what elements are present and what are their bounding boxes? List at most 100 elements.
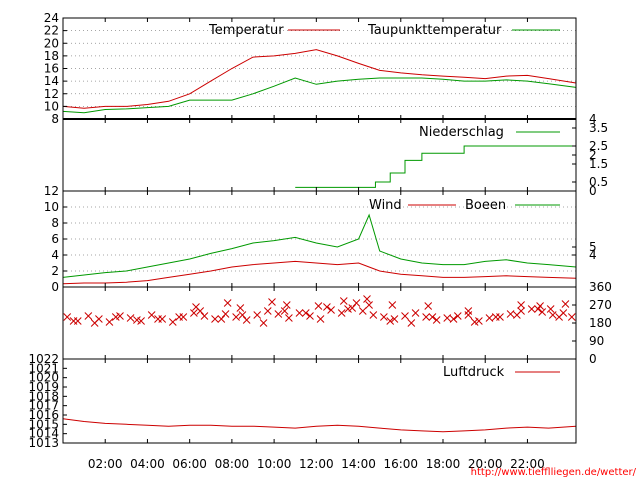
x-tick-label: 22:00 — [510, 457, 545, 471]
wind-direction-point — [449, 315, 458, 323]
wind-direction-point — [513, 311, 521, 319]
wind-direction-point — [274, 310, 283, 318]
series-line-niederschlag — [295, 145, 576, 188]
wind-direction-point — [111, 313, 120, 321]
wind-direction-point — [470, 318, 479, 326]
wind-direction-point — [561, 300, 570, 308]
wind-direction-point — [453, 312, 462, 320]
wind-direction-point — [316, 315, 325, 323]
wind-direction-point — [154, 315, 162, 323]
y-tick-label: 10 — [44, 99, 59, 113]
legend-wind: Wind Boeen — [369, 198, 560, 213]
wind-direction-point — [314, 302, 323, 310]
y-tick-label: 12 — [44, 184, 59, 198]
wind-direction-point — [268, 298, 276, 306]
wind-direction-point — [211, 315, 219, 323]
y-tick-label: 1015 — [28, 417, 59, 431]
wind-direction-point — [223, 299, 232, 307]
y-tick-label-right: 90 — [589, 334, 604, 348]
legend-niederschlag-label: Niederschlag — [419, 125, 504, 140]
wind-direction-point — [365, 301, 373, 309]
wind-direction-point — [443, 314, 452, 322]
y-tick-label-right: 0.5 — [589, 175, 608, 189]
wind-direction-point — [301, 309, 310, 317]
wind-direction-point — [306, 312, 314, 320]
y-tick-label-right: 4 — [589, 248, 597, 262]
y-tick-label-right: 0 — [589, 352, 597, 366]
wind-direction-point — [555, 313, 563, 321]
y-tick-label: 24 — [44, 11, 59, 25]
legend-wind-label: Wind — [369, 198, 402, 213]
y-tick-label-right: 2 — [589, 148, 597, 162]
x-tick-label: 06:00 — [172, 457, 207, 471]
wind-direction-point — [352, 299, 361, 307]
wind-direction-point — [428, 313, 437, 321]
y-tick-label-right: 270 — [589, 298, 612, 312]
x-tick-label: 08:00 — [215, 457, 250, 471]
x-tick-label: 02:00 — [88, 457, 123, 471]
wind-direction-point — [567, 313, 576, 321]
legend-temperature: Temperatur Taupunkttemperatur — [208, 23, 560, 38]
x-tick-label: 14:00 — [341, 457, 376, 471]
legend-luftdruck-label: Luftdruck — [443, 365, 505, 380]
y-tick-label-right: 5 — [589, 240, 597, 254]
y-tick-label: 16 — [44, 62, 59, 76]
wind-direction-point — [485, 314, 494, 322]
wind-direction-point — [200, 312, 209, 320]
wind-direction-point — [69, 317, 78, 325]
y-tick-label: 1014 — [28, 427, 59, 441]
y-tick-label-right: 180 — [589, 316, 612, 330]
y-tick-label-right: 360 — [589, 280, 612, 294]
wind-direction-point — [192, 303, 200, 311]
y-tick-label-right: 3.5 — [589, 121, 608, 135]
wind-direction-point — [424, 302, 433, 310]
y-tick-label: 1019 — [28, 380, 59, 394]
y-tick-label: 1022 — [28, 352, 59, 366]
y-tick-label: 1017 — [28, 399, 59, 413]
grid-layer — [63, 30, 576, 272]
wind-direction-point — [90, 319, 99, 327]
wind-direction-point — [369, 311, 378, 319]
y-tick-label: 14 — [44, 74, 59, 88]
wind-direction-point — [380, 313, 388, 321]
y-tick-label: 18 — [44, 49, 59, 63]
wind-direction-point — [259, 319, 268, 327]
panel-frame — [62, 358, 577, 444]
series-line-wind — [62, 260, 577, 285]
wind-direction-point — [388, 301, 397, 309]
wind-direction-point — [339, 297, 348, 305]
wind-direction-point — [407, 319, 416, 327]
y-tick-label: 20 — [44, 36, 59, 50]
wind-direction-point — [386, 317, 395, 325]
wind-direction-point — [337, 309, 346, 317]
x-tick-label: 20:00 — [468, 457, 503, 471]
legend-boeen-label: Boeen — [465, 198, 506, 213]
y-tick-label: 1018 — [28, 389, 59, 403]
x-tick-label: 12:00 — [299, 457, 334, 471]
wind-direction-point — [295, 309, 304, 317]
wind-direction-point — [538, 308, 547, 316]
wind-direction-point — [527, 305, 536, 313]
wind-direction-point — [190, 309, 198, 317]
x-tick-label: 10:00 — [257, 457, 292, 471]
wind-direction-point — [546, 305, 555, 313]
wind-direction-point — [464, 307, 473, 315]
wind-direction-point — [236, 304, 245, 312]
wind-direction-point — [263, 307, 272, 315]
wind-direction-point — [464, 311, 473, 319]
legend-precipitation: Niederschlag — [419, 125, 560, 140]
y-tick-label-right: 1.5 — [589, 157, 608, 171]
wind-direction-point — [411, 309, 420, 317]
wind-direction-point — [548, 311, 557, 319]
wind-direction-point — [242, 316, 251, 324]
y-tick-label: 0 — [51, 280, 59, 294]
wind-direction-point — [232, 313, 240, 321]
y-tick-label: 1021 — [28, 361, 59, 375]
y-tick-label: 22 — [44, 24, 59, 38]
wind-direction-point — [358, 307, 367, 315]
series-line-temperatur — [62, 49, 577, 109]
y-tick-label: 8 — [51, 112, 59, 126]
wind-direction-point — [422, 313, 430, 321]
y-tick-label-right: 0 — [589, 184, 597, 198]
